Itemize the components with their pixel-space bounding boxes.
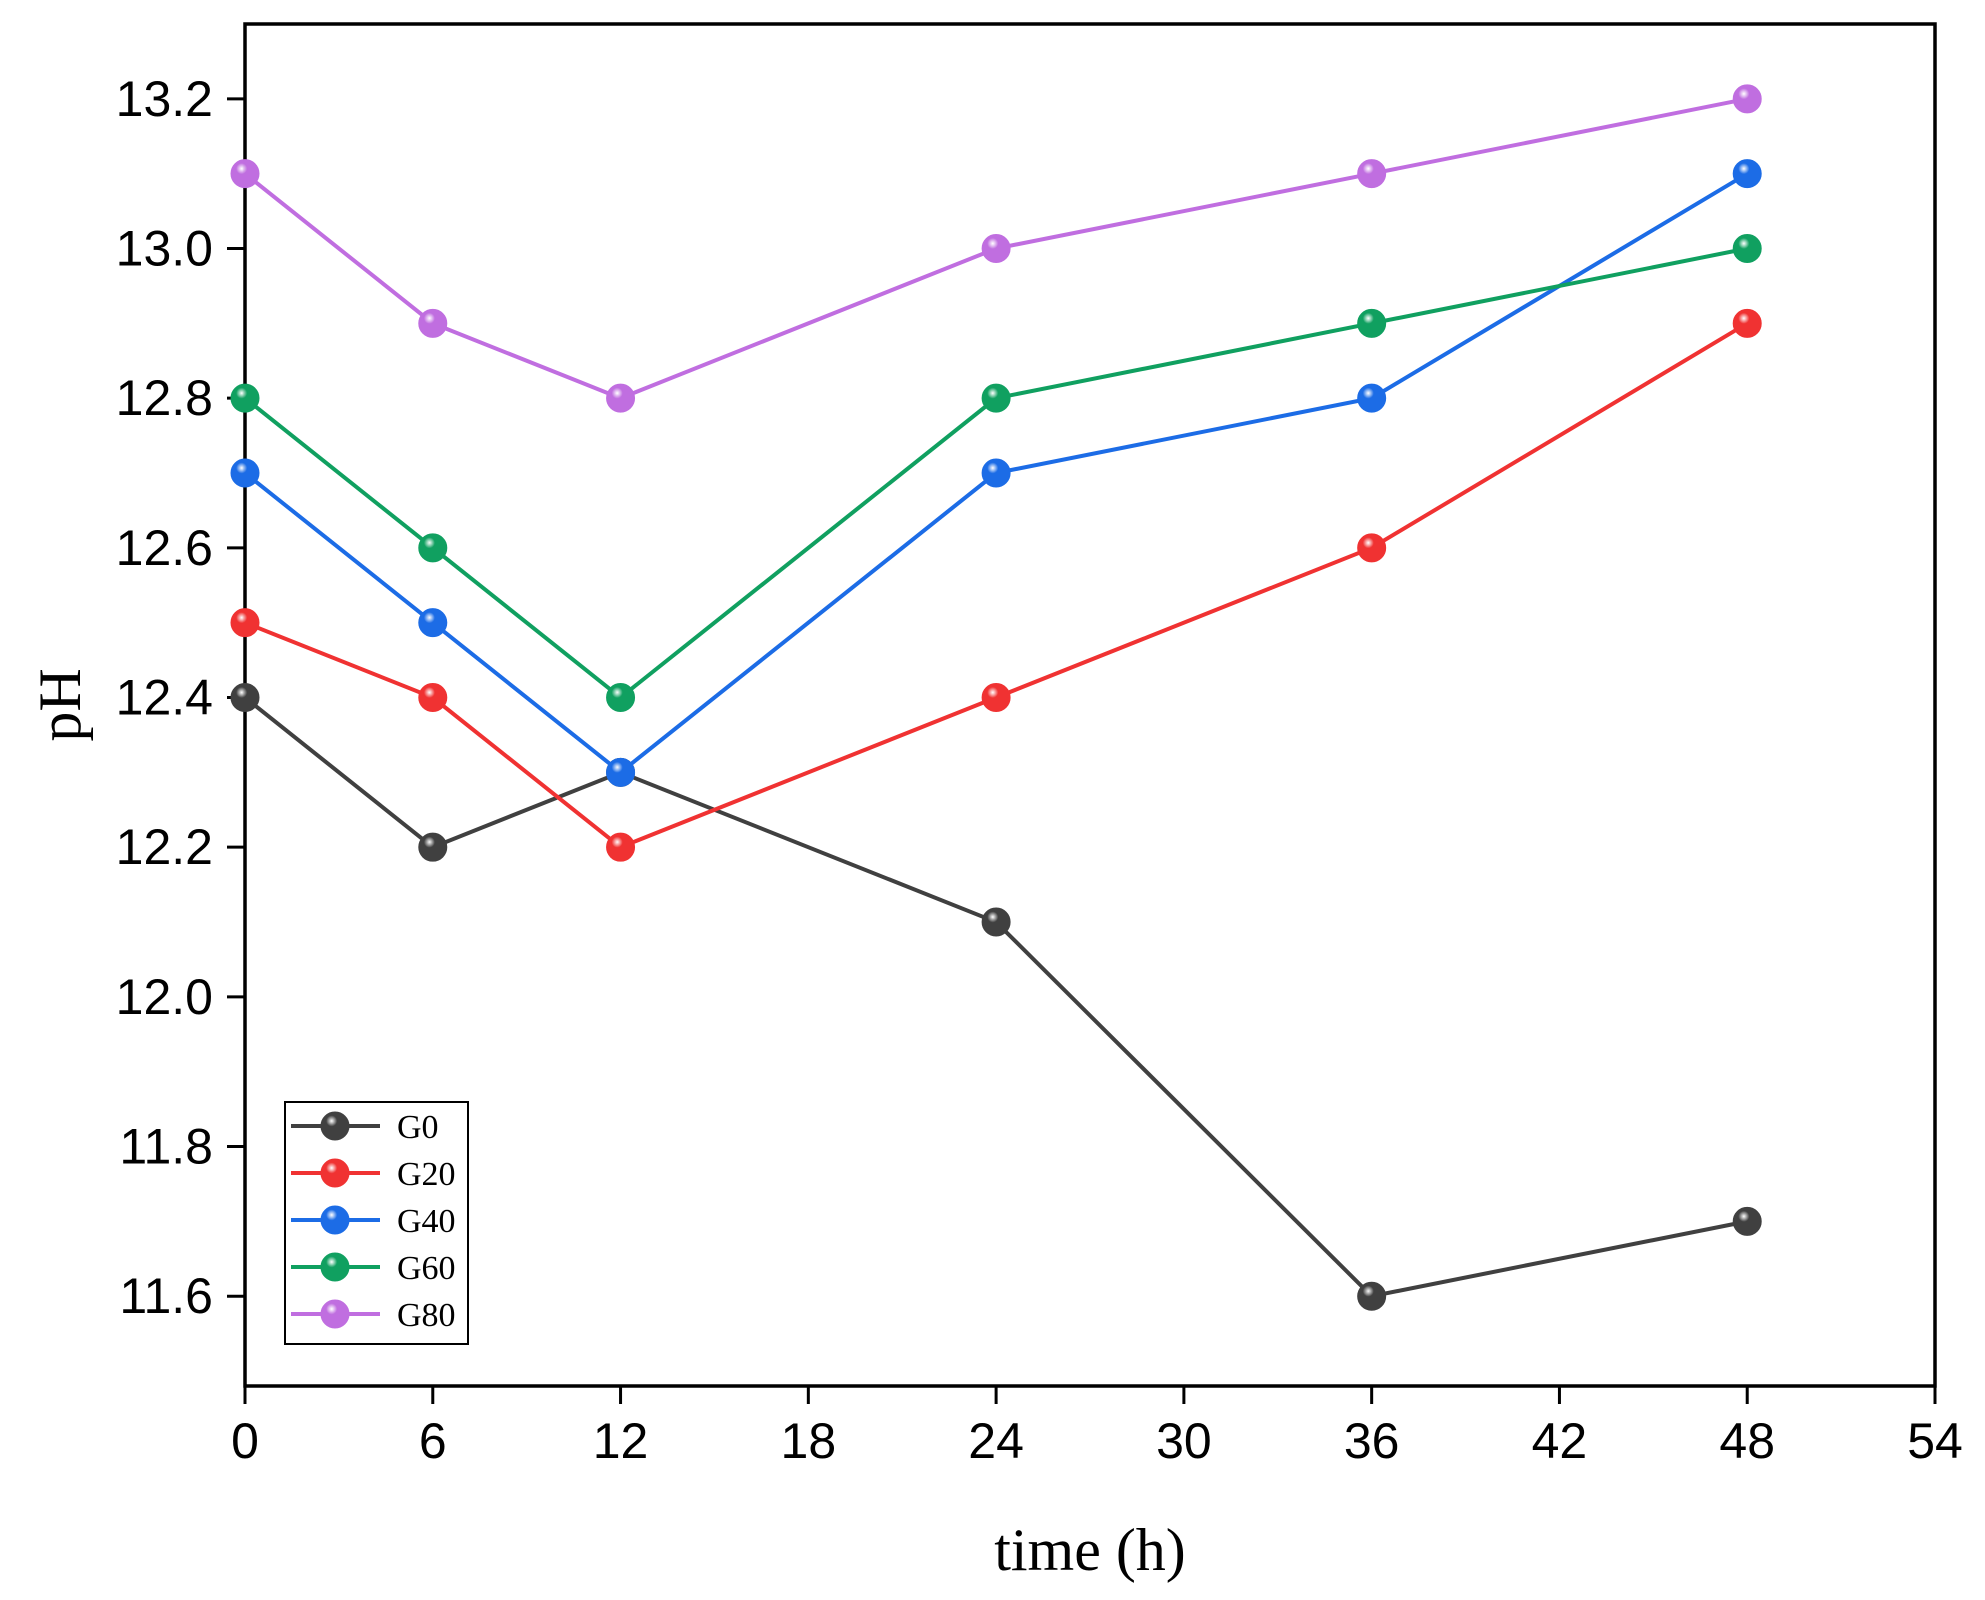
series-g80: [230, 84, 1762, 413]
point-g60-36h: [1357, 308, 1387, 338]
legend-label-g40: G40: [397, 1203, 456, 1240]
legend-marker-g0: [320, 1111, 350, 1141]
point-g60-6h: [418, 533, 448, 563]
point-g20-6h: [418, 683, 448, 713]
legend-marker-g80: [320, 1299, 350, 1329]
point-g60-24h: [981, 383, 1011, 413]
x-axis-title: time (h): [994, 1517, 1186, 1583]
legend-marker-g60: [320, 1252, 350, 1282]
point-g0-48h: [1732, 1206, 1762, 1236]
series-g20: [230, 308, 1762, 862]
legend-item-g0: G0: [291, 1109, 439, 1146]
y-tick-label-13: 13.0: [116, 221, 213, 277]
point-g20-24h: [981, 683, 1011, 713]
x-tick-label-24: 24: [968, 1413, 1024, 1469]
point-g60-0h: [230, 383, 260, 413]
point-g80-0h: [230, 159, 260, 189]
x-tick-label-36: 36: [1344, 1413, 1400, 1469]
point-g0-6h: [418, 832, 448, 862]
series-line-g40: [243, 171, 1749, 775]
legend-item-g80: G80: [291, 1297, 456, 1334]
legend-item-g40: G40: [291, 1203, 456, 1240]
point-g60-12h: [606, 683, 636, 713]
y-tick-label-12-8: 12.8: [116, 370, 213, 426]
series-g60: [230, 234, 1762, 713]
legend-box: [284, 1101, 469, 1345]
point-g20-36h: [1357, 533, 1387, 563]
x-tick-label-18: 18: [781, 1413, 837, 1469]
point-g20-12h: [606, 832, 636, 862]
x-tick-label-6: 6: [419, 1413, 447, 1469]
point-g0-0h: [230, 683, 260, 713]
x-tick-label-54: 54: [1907, 1413, 1963, 1469]
point-g80-6h: [418, 308, 448, 338]
series-line-g20: [244, 321, 1749, 850]
series-g40: [230, 159, 1762, 787]
point-g40-24h: [981, 458, 1011, 488]
legend-label-g20: G20: [397, 1156, 456, 1193]
point-g80-36h: [1357, 159, 1387, 189]
point-g40-12h: [606, 757, 636, 787]
legend-label-g80: G80: [397, 1297, 456, 1334]
legend-marker-g20: [320, 1158, 350, 1188]
point-g80-12h: [606, 383, 636, 413]
series-layer: [230, 84, 1762, 1311]
x-tick-label-42: 42: [1532, 1413, 1588, 1469]
y-tick-label-11-6: 11.6: [119, 1268, 213, 1324]
legend: G0 G20 G40 G60 G80: [284, 1101, 469, 1345]
series-line-g0: [243, 695, 1748, 1299]
legend-label-g60: G60: [397, 1250, 456, 1287]
y-tick-label-12-2: 12.2: [116, 819, 213, 875]
x-tick-label-0: 0: [231, 1413, 259, 1469]
point-g80-48h: [1732, 84, 1762, 114]
legend-marker-g40: [320, 1205, 350, 1235]
series-line-g80: [243, 96, 1748, 401]
x-axis: 0 6 12 18 24 30 36 42 48 54: [231, 1386, 1963, 1469]
y-tick-label-11-8: 11.8: [119, 1119, 213, 1175]
y-tick-label-12: 12.0: [116, 969, 213, 1025]
legend-item-g20: G20: [291, 1156, 456, 1193]
point-g80-24h: [981, 234, 1011, 264]
point-g0-36h: [1357, 1281, 1387, 1311]
point-g20-0h: [230, 608, 260, 638]
legend-item-g60: G60: [291, 1250, 456, 1287]
y-tick-label-13-2: 13.2: [116, 71, 213, 127]
x-tick-label-30: 30: [1156, 1413, 1212, 1469]
x-tick-label-48: 48: [1719, 1413, 1775, 1469]
point-g20-48h: [1732, 308, 1762, 338]
point-g60-48h: [1732, 234, 1762, 264]
y-tick-label-12-4: 12.4: [116, 670, 213, 726]
point-g40-0h: [230, 458, 260, 488]
point-g40-48h: [1732, 159, 1762, 189]
point-g40-36h: [1357, 383, 1387, 413]
series-line-g60: [243, 246, 1748, 701]
y-tick-label-12-6: 12.6: [116, 520, 213, 576]
point-g0-24h: [981, 907, 1011, 937]
legend-label-g0: G0: [397, 1109, 439, 1146]
y-axis-title: pH: [27, 668, 93, 741]
y-axis: 11.6 11.8 12.0 12.2 12.4 12.6 12.8 13.0 13.2: [116, 71, 245, 1324]
x-tick-label-12: 12: [593, 1413, 649, 1469]
point-g40-6h: [418, 608, 448, 638]
